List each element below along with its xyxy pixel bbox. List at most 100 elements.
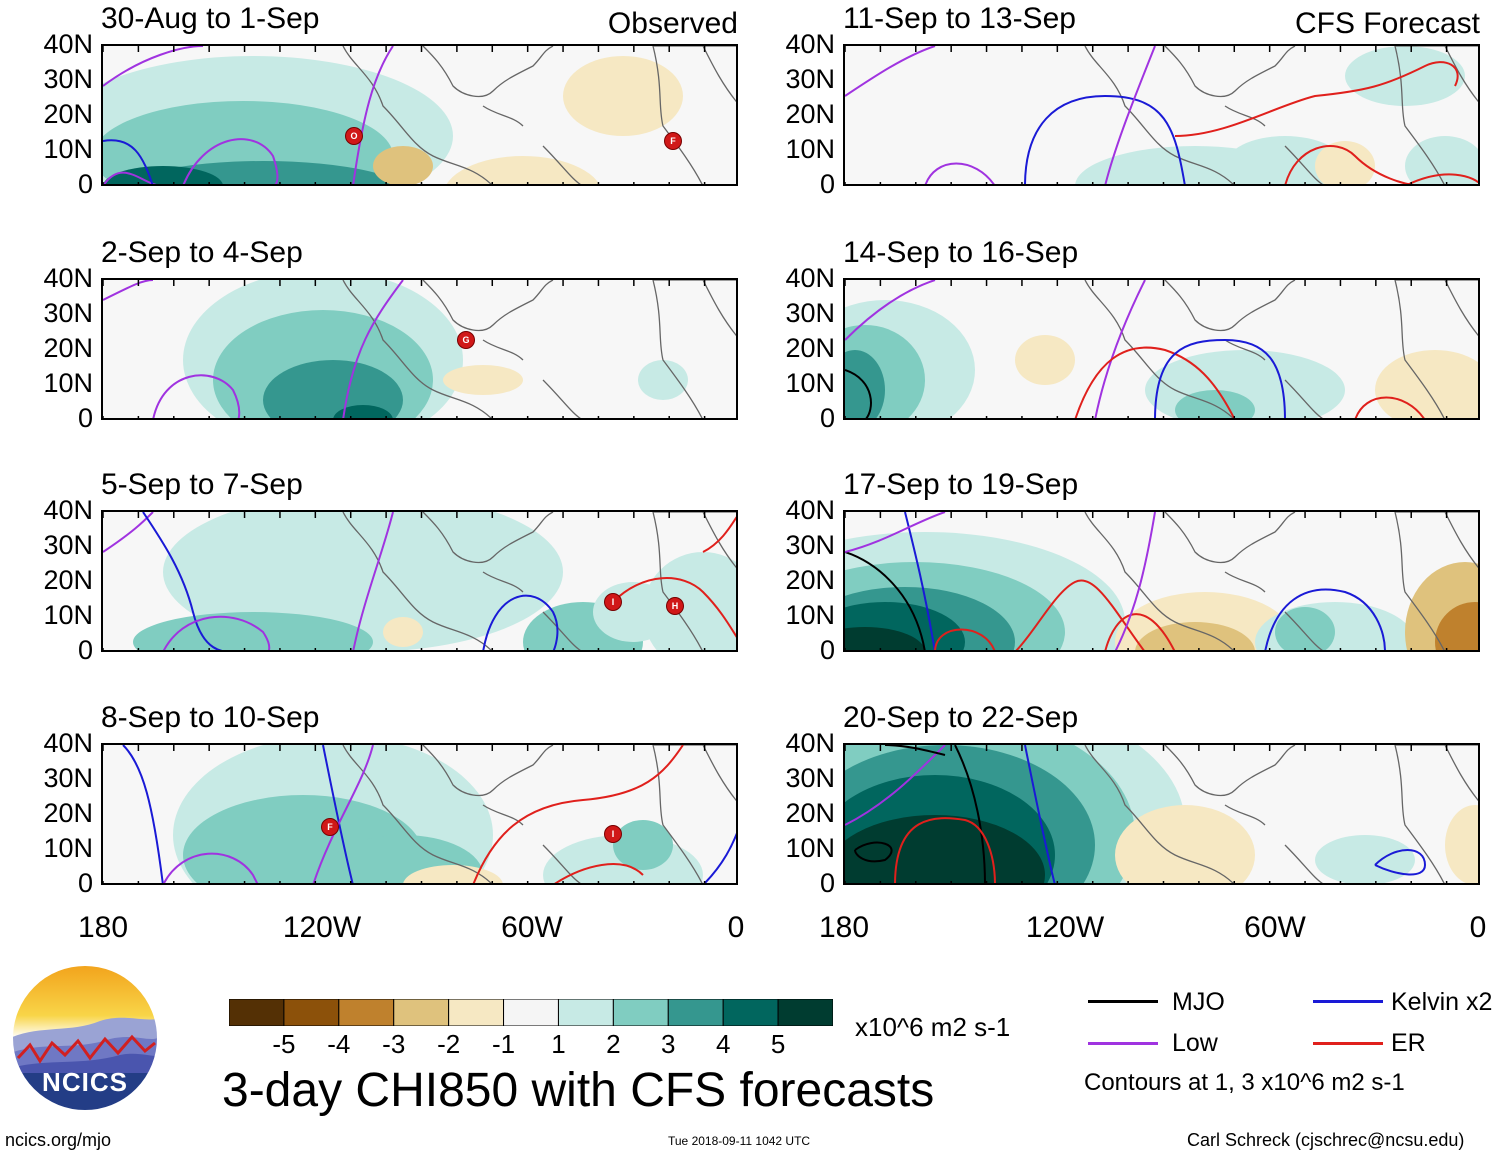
africa-coastline (652, 46, 736, 184)
lat-label: 20N (43, 99, 93, 129)
colorbar-swatch (283, 998, 340, 1027)
lat-label: 20N (43, 565, 93, 595)
coastline (1084, 745, 1478, 883)
lat-label: 40N (43, 29, 93, 59)
wave-contour (103, 46, 204, 87)
wave-contour (894, 817, 996, 883)
footer-url[interactable]: ncics.org/mjo (5, 1130, 112, 1150)
map-panel (101, 44, 738, 186)
lat-label: 0 (77, 868, 93, 898)
coastline (1084, 46, 1478, 184)
wave-contour (924, 162, 995, 184)
colorbar (228, 998, 834, 1027)
tropical-storm-marker: F (321, 818, 339, 836)
panel-title: 20-Sep to 22-Sep (843, 701, 1079, 734)
colorbar-tick-label: 5 (770, 1029, 786, 1059)
coastline (342, 512, 736, 650)
anomaly-shading (638, 360, 688, 400)
panel-title: 30-Aug to 1-Sep (101, 2, 320, 35)
lat-label: 0 (77, 635, 93, 665)
map-panel (843, 44, 1480, 186)
lat-label: 10N (43, 134, 93, 164)
wave-contour (845, 551, 926, 650)
map-panel (843, 510, 1480, 652)
colorbar-tick-label: 4 (715, 1029, 731, 1059)
wave-contour (845, 280, 936, 341)
anomaly-shading (563, 56, 683, 136)
anomaly-shading (1435, 602, 1478, 650)
legend-er-line (1313, 1042, 1383, 1045)
map-panel-plot (845, 46, 1478, 184)
wave-contour (1154, 338, 1286, 418)
colorbar-swatch (503, 998, 559, 1027)
colorbar-tick-label: -5 (272, 1029, 296, 1059)
map-panel-plot (845, 280, 1478, 418)
tropical-storm-marker: O (345, 127, 363, 145)
tropical-storm-marker: H (666, 597, 684, 615)
wave-contour (1104, 46, 1156, 184)
figure-title: 3-day CHI850 with CFS forecasts (222, 1064, 935, 1117)
lon-label-right-120w: 120W (1025, 911, 1105, 944)
wave-contour (1374, 849, 1427, 876)
lat-label: 40N (43, 495, 93, 525)
colorbar-swatch (557, 998, 614, 1027)
lat-label: 0 (77, 169, 93, 199)
coastline (1084, 280, 1478, 418)
wave-contour (103, 512, 154, 553)
lat-label: 30N (43, 298, 93, 328)
colorbar-swatch (667, 998, 724, 1027)
tropical-storm-marker: I (604, 825, 622, 843)
lat-label: 10N (785, 833, 835, 863)
legend-er-label: ER (1391, 1029, 1426, 1057)
wave-contour (163, 852, 259, 883)
lat-label: 20N (785, 99, 835, 129)
colorbar-tick-label: -3 (382, 1029, 406, 1059)
ncics-logo-graphic (11, 964, 159, 1112)
lat-label: 40N (785, 29, 835, 59)
footer-author: Carl Schreck (cjschrec@ncsu.edu) (1187, 1130, 1465, 1150)
wave-contour (142, 512, 223, 650)
map-panel-plot (845, 745, 1478, 883)
coastline (1084, 512, 1478, 650)
wave-contour (103, 280, 154, 301)
lat-label: 30N (785, 530, 835, 560)
wave-contour (182, 138, 279, 184)
legend-low-line (1088, 1042, 1158, 1045)
colorbar-swatch (777, 998, 834, 1027)
coastline (342, 745, 736, 883)
lat-label: 40N (785, 495, 835, 525)
legend-low-label: Low (1172, 1029, 1218, 1057)
lon-label-right-180: 180 (818, 911, 870, 944)
lon-label-left-0: 0 (727, 911, 745, 944)
panel-title: 11-Sep to 13-Sep (843, 2, 1076, 35)
wave-contour (1104, 613, 1176, 650)
lat-label: 30N (785, 298, 835, 328)
lat-label: 0 (819, 635, 835, 665)
colorbar-tick-label: 2 (606, 1029, 621, 1059)
wave-contour (934, 628, 996, 650)
wave-contour (1114, 512, 1156, 650)
lat-label: 40N (43, 263, 93, 293)
logo-text: NCICS (42, 1067, 128, 1097)
africa-coastline (1394, 745, 1478, 883)
map-panel (843, 278, 1480, 420)
colorbar-tick-label: 3 (661, 1029, 676, 1059)
tropical-storm-marker: F (664, 132, 682, 150)
colorbar-swatch (448, 998, 505, 1027)
wave-contour (845, 369, 872, 418)
anomaly-shading (103, 166, 223, 184)
wave-contour (322, 745, 354, 883)
colorbar-swatch (338, 998, 395, 1027)
wave-contour (472, 745, 684, 883)
anomaly-shading (373, 146, 433, 184)
wave-contour (845, 745, 946, 826)
wave-contour (884, 745, 946, 756)
wave-contour (954, 745, 986, 883)
africa-coastline (652, 512, 736, 650)
wave-contour (352, 46, 394, 184)
anomaly-shading (1175, 390, 1255, 418)
wave-contour (1174, 61, 1459, 137)
lat-label: 30N (785, 64, 835, 94)
lat-label: 40N (785, 728, 835, 758)
lat-label: 40N (43, 728, 93, 758)
